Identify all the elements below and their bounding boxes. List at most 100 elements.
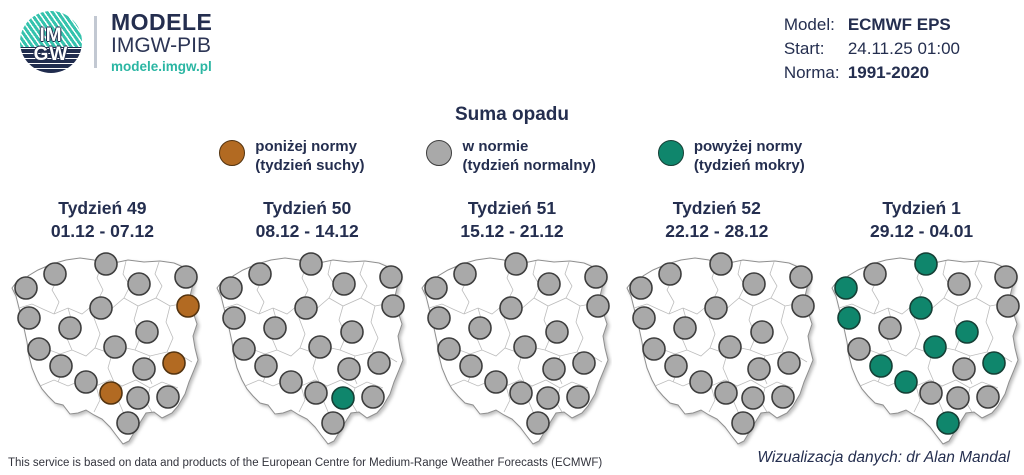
- forecast-dot-normal: [641, 337, 666, 361]
- voivodeship-border: [245, 379, 384, 389]
- forecast-dot-normal: [545, 320, 569, 344]
- forecast-dot-normal: [946, 272, 971, 296]
- week-header: Tydzień 51 15.12 - 21.12: [460, 197, 563, 243]
- forecast-dot-normal: [713, 381, 738, 405]
- week-column-3: Tydzień 51 15.12 - 21.12: [410, 197, 615, 457]
- forecast-dot-normal: [708, 252, 733, 276]
- forecast-dot-normal: [381, 294, 405, 318]
- voivodeship-border: [298, 385, 306, 413]
- poland-map: [216, 252, 405, 445]
- forecast-dot-normal: [741, 272, 766, 296]
- forecast-dot-normal: [74, 370, 99, 394]
- voivodeship-border: [769, 261, 778, 299]
- week-dates: 29.12 - 04.01: [870, 221, 974, 241]
- forecast-dot-normal: [790, 294, 815, 318]
- forecast-dot-below: [176, 294, 201, 318]
- week-label: Tydzień 51: [467, 198, 557, 218]
- forecast-dot-normal: [379, 265, 403, 289]
- forecast-dot-normal: [975, 385, 1000, 409]
- forecast-dot-normal: [27, 337, 52, 361]
- run-info-value: ECMWF EPS: [847, 15, 951, 34]
- legend-item-below: poniżej normy (tydzień suchy): [219, 137, 364, 175]
- forecast-dot-normal: [657, 262, 682, 286]
- forecast-dot-normal: [628, 276, 653, 300]
- forecast-dot-normal: [437, 337, 461, 361]
- brand-text: MODELE IMGW-PIB modele.imgw.pl: [111, 10, 212, 74]
- forecast-dot-normal: [788, 265, 813, 289]
- voivodeship-border: [859, 379, 998, 389]
- voivodeship-border: [165, 305, 174, 353]
- forecast-dot-normal: [14, 276, 39, 300]
- forecast-dot-normal: [103, 335, 128, 359]
- run-info-value: 24.11.25 01:00: [847, 39, 960, 58]
- voivodeship-border: [359, 261, 368, 299]
- week-header: Tydzień 52 22.12 - 28.12: [665, 197, 768, 243]
- forecast-dot-above: [836, 306, 861, 330]
- logo-navy-stripes: [20, 47, 82, 74]
- imgw-logo-icon: IM GW: [20, 11, 82, 74]
- voivodeship-border: [312, 353, 320, 383]
- brand-block: IM GW MODELE IMGW-PIB modele.imgw.pl: [20, 10, 212, 74]
- forecast-dot-normal: [279, 370, 303, 394]
- voivodeship-border: [974, 261, 983, 299]
- logo-letters: IM GW: [20, 11, 82, 73]
- forecast-dot-normal: [263, 316, 287, 340]
- forecast-dot-normal: [308, 335, 332, 359]
- week-column-1: Tydzień 49 01.12 - 07.12: [0, 197, 205, 457]
- footer-credit: Wizualizacja danych: dr Alan Mandal: [757, 449, 1010, 466]
- forecast-dot-normal: [132, 357, 157, 381]
- forecast-dot-normal: [566, 385, 590, 409]
- forecast-dot-normal: [254, 354, 278, 378]
- forecast-dot-above: [908, 296, 933, 320]
- forecast-dot-normal: [740, 386, 765, 410]
- forecast-dot-normal: [459, 354, 483, 378]
- voivodeship-border: [913, 385, 921, 413]
- voivodeship-border: [737, 260, 746, 299]
- logo-text-bottom: GW: [33, 43, 69, 65]
- week-column-5: Tydzień 1 29.12 - 04.01: [819, 197, 1024, 457]
- forecast-dot-normal: [135, 320, 160, 344]
- forecast-dot-normal: [688, 370, 713, 394]
- forecast-dot-normal: [526, 411, 550, 435]
- chart-title: Suma opadu: [454, 104, 569, 125]
- forecast-dot-normal: [504, 252, 528, 276]
- forecast-dot-normal: [484, 370, 508, 394]
- forecast-dot-normal: [156, 385, 181, 409]
- run-info-label: Start:: [783, 39, 825, 58]
- forecast-dot-normal: [340, 320, 364, 344]
- voivodeship-border: [708, 385, 716, 413]
- forecast-dot-normal: [232, 337, 256, 361]
- forecast-dot-normal: [116, 411, 141, 435]
- legend-item-above: powyżej normy (tydzień mokry): [657, 137, 805, 175]
- legend-dot-below-icon: [219, 140, 246, 166]
- voivodeship-border: [40, 379, 179, 389]
- voivodeship-border: [927, 353, 934, 383]
- forecast-dot-normal: [703, 296, 728, 320]
- week-dates: 01.12 - 07.12: [50, 221, 154, 241]
- poland-map: [830, 252, 1020, 445]
- brand-divider: [94, 16, 97, 69]
- forecast-dot-normal: [770, 385, 795, 409]
- forecast-dot-normal: [453, 262, 477, 286]
- legend-label: powyżej normy (tydzień mokry): [693, 138, 805, 174]
- forecast-dot-normal: [58, 316, 83, 340]
- brand-name: MODELE: [111, 9, 213, 35]
- forecast-dot-normal: [427, 306, 451, 330]
- forecast-dot-normal: [631, 306, 656, 330]
- forecast-dot-normal: [126, 386, 151, 410]
- forecast-dot-below: [99, 381, 124, 405]
- forecast-dot-below: [162, 351, 187, 375]
- brand-url-link[interactable]: modele.imgw.pl: [111, 59, 212, 75]
- forecast-dot-normal: [846, 337, 871, 361]
- forecast-dot-above: [954, 320, 979, 344]
- legend-item-normal: w normie (tydzień normalny): [426, 137, 596, 175]
- forecast-dot-above: [893, 370, 918, 394]
- forecast-dot-above: [331, 386, 355, 410]
- voivodeship-border: [985, 305, 994, 353]
- forecast-dot-normal: [513, 335, 537, 359]
- forecast-dot-above: [935, 411, 960, 435]
- brand-subname: IMGW-PIB: [111, 34, 211, 58]
- forecast-dot-normal: [332, 272, 356, 296]
- voivodeship-border: [122, 260, 131, 299]
- voivodeship-border: [94, 385, 101, 413]
